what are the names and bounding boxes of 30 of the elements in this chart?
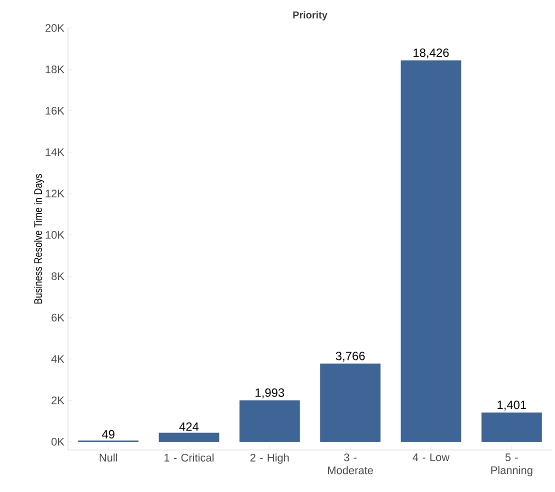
y-axis-title: Business Resolve Time in Days — [34, 174, 44, 304]
x-tick-label: 1 - Critical — [164, 454, 214, 462]
x-tick-label: 4 - Low — [412, 454, 450, 462]
y-tick-label: 4K — [51, 355, 64, 363]
data-label: 1,401 — [498, 400, 526, 411]
x-tick-label: Null — [100, 454, 118, 462]
x-tick-label: 5 - Planning — [491, 454, 532, 476]
bar — [320, 364, 381, 442]
data-label: 3,766 — [336, 352, 365, 362]
y-tick-label: 14K — [46, 148, 64, 156]
y-tick-label: 8K — [52, 272, 64, 280]
y-tick-label: 12K — [46, 190, 64, 198]
bar — [400, 60, 462, 442]
y-tick-label: 16K — [46, 106, 64, 115]
x-tick-label: 3 - Moderate — [328, 454, 373, 474]
y-tick-label: 6K — [52, 314, 64, 322]
data-label: 1,993 — [256, 388, 284, 398]
bar — [239, 400, 300, 442]
y-tick-label: 10K — [46, 230, 64, 239]
y-tick-label: 0K — [52, 438, 64, 446]
data-label: 18,426 — [414, 48, 449, 58]
y-tick-label: 2K — [52, 396, 64, 404]
bar — [481, 412, 542, 442]
y-tick-label: 20K — [46, 24, 64, 32]
y-tick-label: 18K — [46, 66, 64, 74]
x-tick-label: 2 - High — [250, 454, 289, 464]
bar — [158, 432, 220, 442]
data-label: 49 — [102, 430, 114, 439]
chart-title: Priority — [293, 11, 328, 20]
data-label: 424 — [179, 422, 199, 431]
